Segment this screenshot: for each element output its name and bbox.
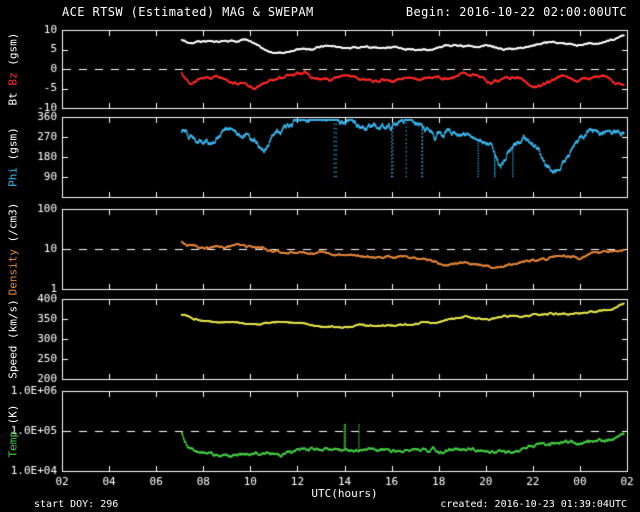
x-axis-label: UTC(hours) bbox=[311, 487, 378, 500]
y-axis-label-speed: Speed (km/s) bbox=[7, 299, 20, 379]
label-temp-unit: (K) bbox=[6, 404, 20, 425]
begin-timestamp: Begin: 2016-10-22 02:00:00UTC bbox=[405, 5, 627, 19]
start-doy-label: start DOY: 296 bbox=[34, 499, 119, 510]
label-density: Density bbox=[6, 242, 20, 296]
created-timestamp: created: 2016-10-23 01:39:04UTC bbox=[440, 499, 627, 510]
label-mag-unit: (gsm) bbox=[6, 32, 20, 66]
label-density-unit: (/cm3) bbox=[6, 202, 20, 243]
y-axis-label-temp: Temp (K) bbox=[7, 405, 20, 458]
y-axis-label-density: Density (/cm3) bbox=[7, 203, 20, 296]
label-speed-unit: (km/s) bbox=[6, 299, 20, 339]
page-title: ACE RTSW (Estimated) MAG & SWEPAM bbox=[62, 5, 314, 19]
label-phi: Phi bbox=[6, 160, 20, 187]
label-bt: Bt bbox=[6, 85, 20, 106]
y-axis-label-mag: Bt Bz (gsm) bbox=[7, 33, 20, 106]
label-speed: Speed bbox=[6, 339, 20, 379]
y-axis-label-phi: Phi (gsm) bbox=[7, 127, 20, 187]
label-phi-unit: (gsm) bbox=[6, 127, 20, 161]
label-temp: Temp bbox=[6, 424, 20, 458]
label-bz: Bz bbox=[6, 65, 20, 86]
